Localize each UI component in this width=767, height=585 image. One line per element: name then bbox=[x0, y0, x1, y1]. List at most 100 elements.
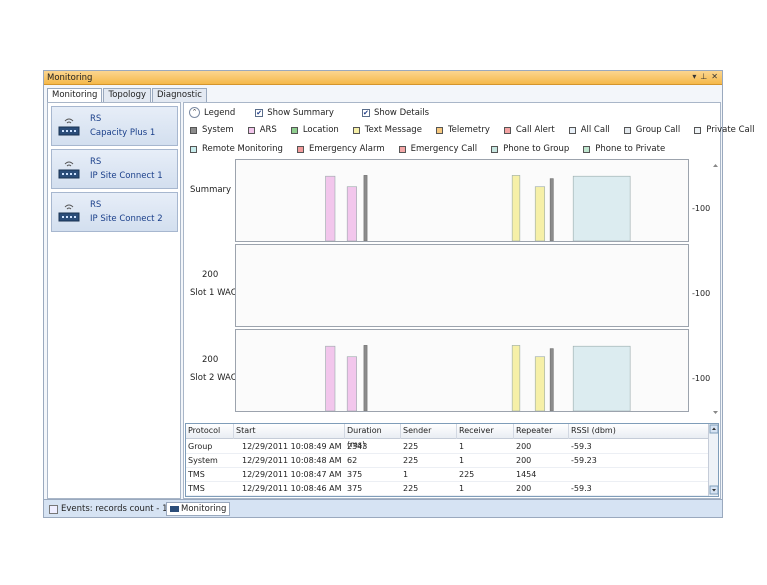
event-bar[interactable] bbox=[572, 175, 631, 242]
pin-icon[interactable]: ⊥ bbox=[700, 72, 708, 81]
legend-swatch bbox=[503, 126, 511, 134]
table-cell: 12/29/2011 10:08:47 AM bbox=[242, 470, 342, 479]
show-details-checkbox[interactable]: ✔ bbox=[361, 108, 370, 117]
collapse-icon[interactable]: ⌃ bbox=[189, 107, 200, 118]
column-header[interactable]: Receiver bbox=[457, 424, 514, 439]
table-cell: 225 bbox=[403, 456, 419, 465]
repeater-line1: RS bbox=[90, 200, 102, 210]
monitoring-window: Monitoring ▾ ⊥ ✕ Monitoring Topology Dia… bbox=[43, 70, 754, 518]
table-cell: 12/29/2011 10:08:46 AM bbox=[242, 484, 342, 493]
dropdown-icon[interactable]: ▾ bbox=[692, 72, 697, 81]
repeater-item-ip-site-connect-1[interactable]: RS IP Site Connect 1 bbox=[51, 149, 178, 189]
table-cell: Group bbox=[188, 442, 213, 451]
tab-topology[interactable]: Topology bbox=[103, 88, 152, 102]
table-row[interactable]: TMS 12/29/2011 10:08:46 AM 375 225 1 200 -59.3 bbox=[186, 482, 709, 496]
table-row[interactable]: Group 12/29/2011 10:08:49 AM 2343 225 1 200 -5… bbox=[186, 440, 709, 454]
chart-svg bbox=[236, 245, 688, 326]
legend-swatch bbox=[491, 145, 499, 153]
repeater-line1: RS bbox=[90, 114, 102, 124]
legend-toggle-row: ⌃ Legend ✔ Show Summary ✔ Show Details bbox=[189, 107, 429, 118]
event-bar[interactable] bbox=[534, 186, 546, 242]
window-controls: ▾ ⊥ ✕ bbox=[692, 72, 718, 81]
column-header[interactable]: Repeater bbox=[514, 424, 569, 439]
table-cell: 225 bbox=[403, 484, 419, 493]
window-titlebar: Monitoring ▾ ⊥ ✕ bbox=[44, 71, 722, 85]
repeater-line2: IP Site Connect 2 bbox=[90, 214, 163, 224]
repeater-icon bbox=[58, 204, 80, 222]
table-cell: 375 bbox=[347, 470, 363, 479]
legend-swatch bbox=[290, 126, 298, 134]
legend-row-2: Remote Monitoring Emergency Alarm Emergenc… bbox=[190, 144, 679, 154]
events-count-label: Events: records count - 1000 bbox=[61, 503, 184, 514]
show-details-label: Show Details bbox=[373, 107, 430, 118]
table-cell: 1 bbox=[459, 484, 465, 493]
column-header[interactable]: Duration (ms) bbox=[345, 424, 401, 449]
column-header[interactable]: RSSI (dbm) bbox=[569, 424, 709, 439]
repeater-icon bbox=[58, 118, 80, 136]
chart-row-label: Slot 2 WAC bbox=[190, 373, 237, 383]
table-cell: System bbox=[188, 456, 218, 465]
event-bar[interactable] bbox=[346, 186, 357, 242]
chart-svg bbox=[325, 345, 631, 412]
show-summary-checkbox[interactable]: ✔ bbox=[255, 108, 264, 117]
event-bar[interactable] bbox=[572, 345, 631, 412]
event-bar[interactable] bbox=[511, 345, 521, 412]
event-bar[interactable] bbox=[549, 178, 554, 242]
chart-panel bbox=[235, 244, 689, 327]
events-tab[interactable]: Events: records count - 1000 bbox=[46, 502, 187, 516]
axis-tick-label: -100 bbox=[692, 289, 711, 298]
table-cell: 1 bbox=[459, 442, 465, 451]
legend-swatch bbox=[352, 126, 360, 134]
monitoring-panel: ⌃ Legend ✔ Show Summary ✔ Show Details S… bbox=[183, 102, 754, 499]
tab-diagnostic[interactable]: Diagnostic bbox=[152, 88, 207, 102]
close-icon[interactable]: ✕ bbox=[711, 72, 718, 81]
legend-item-label: Emergency Alarm bbox=[308, 144, 385, 154]
chart-panel bbox=[235, 159, 689, 242]
axis-tick-label: -100 bbox=[692, 374, 711, 383]
repeater-line1: RS bbox=[90, 157, 102, 167]
tab-monitoring[interactable]: Monitoring bbox=[47, 88, 103, 103]
repeater-line2: Capacity Plus 1 bbox=[90, 128, 156, 138]
monitoring-status-tab[interactable]: Monitoring bbox=[166, 502, 231, 516]
column-header[interactable]: Start bbox=[234, 424, 345, 439]
repeater-icon bbox=[170, 506, 179, 512]
view-tabs: Monitoring Topology Diagnostic bbox=[47, 88, 208, 103]
table-row[interactable]: System 12/29/2011 10:08:48 AM 62 225 1 200 -59… bbox=[186, 454, 709, 468]
repeater-item-capacity-plus-1[interactable]: RS Capacity Plus 1 bbox=[51, 106, 178, 146]
table-cell: 200 bbox=[516, 442, 532, 451]
event-bar[interactable] bbox=[325, 345, 336, 412]
table-cell: 1 bbox=[459, 456, 465, 465]
event-bar[interactable] bbox=[363, 345, 368, 412]
event-bar[interactable] bbox=[346, 356, 357, 412]
table-cell: TMS bbox=[188, 484, 205, 493]
chart-row-value: 200 bbox=[202, 270, 219, 280]
column-header[interactable]: Protocol bbox=[186, 424, 234, 439]
event-bar[interactable] bbox=[549, 348, 554, 412]
legend-item-label: All Call bbox=[580, 125, 610, 135]
table-cell: 2343 bbox=[347, 442, 368, 451]
event-bar[interactable] bbox=[363, 175, 368, 242]
legend-item-label: Text Message bbox=[364, 125, 422, 135]
chart-row-label: Slot 1 WAC bbox=[190, 288, 237, 298]
event-bar[interactable] bbox=[534, 356, 546, 412]
events-icon bbox=[49, 504, 58, 514]
table-cell: 225 bbox=[459, 470, 475, 479]
table-cell bbox=[569, 468, 709, 482]
legend-item-label: Call Alert bbox=[515, 125, 555, 135]
table-cell: 12/29/2011 10:08:49 AM bbox=[242, 442, 342, 451]
event-bar[interactable] bbox=[325, 175, 336, 242]
chart-svg bbox=[325, 175, 631, 242]
repeater-line2: IP Site Connect 1 bbox=[90, 171, 163, 181]
legend-label: Legend bbox=[204, 107, 236, 118]
table-cell: -59.23 bbox=[571, 456, 597, 465]
table-row[interactable]: TMS 12/29/2011 10:08:47 AM 375 1 225 1454 bbox=[186, 468, 709, 482]
repeater-item-ip-site-connect-2[interactable]: RS IP Site Connect 2 bbox=[51, 192, 178, 232]
legend-swatch bbox=[190, 126, 197, 134]
column-header[interactable]: Sender bbox=[401, 424, 457, 439]
event-bar[interactable] bbox=[511, 175, 521, 242]
chart-scrollbar[interactable] bbox=[711, 159, 720, 419]
grid-scrollbar[interactable] bbox=[708, 424, 719, 496]
event-grid: Protocol Start Duration (ms) Sender Receiver… bbox=[185, 423, 719, 497]
legend-item-label: Emergency Call bbox=[410, 144, 478, 154]
legend-swatch bbox=[296, 145, 304, 153]
